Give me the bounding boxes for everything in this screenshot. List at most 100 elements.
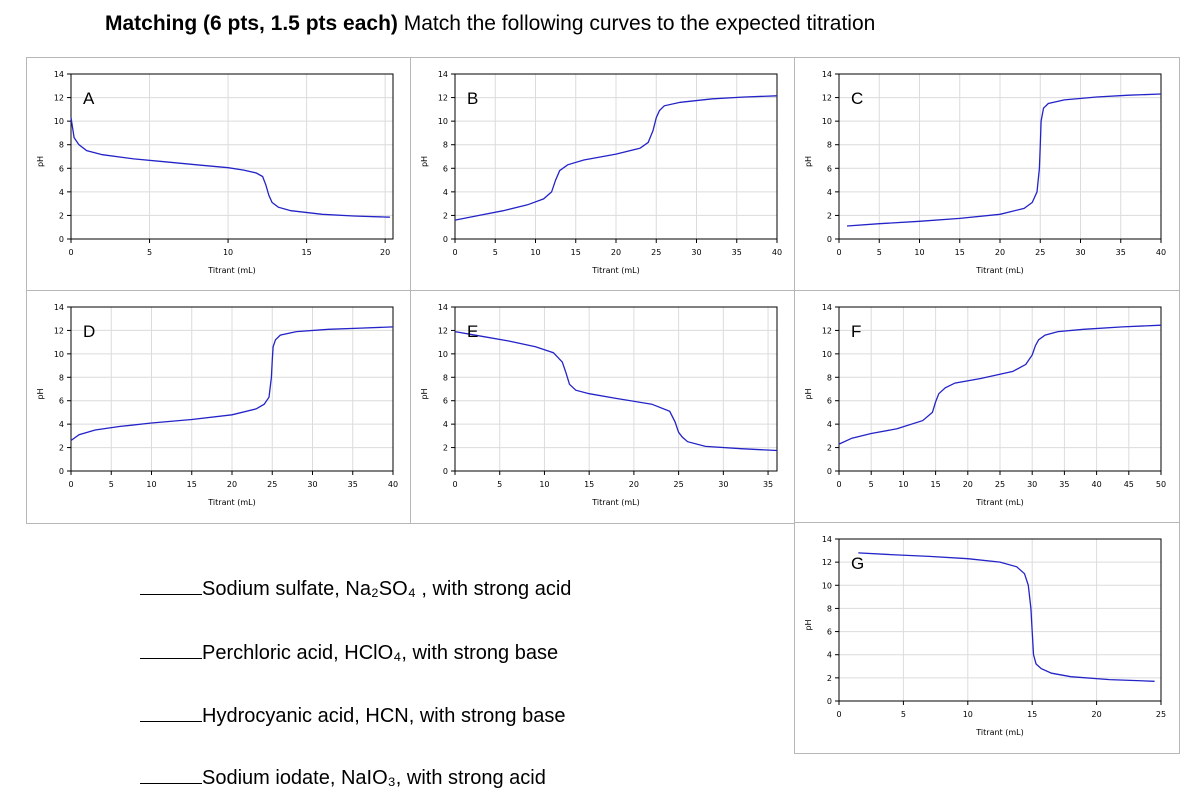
y-tick-label: 8 — [443, 141, 448, 150]
y-tick-label: 4 — [59, 420, 64, 429]
plot-area-a — [70, 73, 394, 240]
grid-a — [71, 74, 393, 239]
y-tick-label: 6 — [827, 397, 832, 406]
chart-panel-c: 0 2 4 6 8 10 12 14 0 5 10 15 20 25 30 35 40 Titrant (mL) p… — [794, 57, 1180, 292]
y-tick-label: 6 — [443, 164, 448, 173]
chart-letter-d: D — [83, 322, 95, 341]
x-axis-label: Titrant (mL) — [591, 498, 639, 507]
plot-border-g — [838, 538, 1162, 702]
y-tick-label: 14 — [438, 70, 448, 79]
x-tick-label: 5 — [901, 710, 906, 719]
answer-blank-3[interactable] — [140, 701, 202, 722]
chart-panel-d: 0 2 4 6 8 10 12 14 0 5 10 15 20 25 30 35 40 Titrant (mL) p… — [26, 290, 412, 524]
y-tick-label: 12 — [822, 558, 832, 567]
y-tick-label: 12 — [54, 326, 64, 335]
chart-letter-c: C — [851, 89, 863, 108]
x-tick-label: 5 — [493, 248, 498, 257]
chart-a: 0 2 4 6 8 10 12 14 0 5 10 15 20 Titrant (mL) pH A — [36, 70, 394, 275]
y-axis-label: pH — [804, 388, 813, 399]
answer-blank-1[interactable] — [140, 574, 202, 595]
chart-letter-e: E — [467, 322, 478, 341]
x-tick-label: 10 — [539, 480, 549, 489]
y-tick-label: 0 — [59, 467, 64, 476]
x-tick-label: 20 — [995, 248, 1005, 257]
x-tick-label: 25 — [674, 480, 684, 489]
titration-curve-g — [858, 552, 1155, 682]
x-tick-label: 35 — [1059, 480, 1069, 489]
grid-d — [71, 307, 393, 471]
y-tick-label: 6 — [827, 628, 832, 637]
chart-panel-g: 0 2 4 6 8 10 12 14 0 5 10 15 20 25 Titrant (mL) pH G — [794, 522, 1180, 754]
answer-blank-2[interactable] — [140, 638, 202, 659]
y-tick-label: 8 — [59, 141, 64, 150]
x-tick-label: 25 — [995, 480, 1005, 489]
y-tick-label: 4 — [827, 651, 832, 660]
plot-area-g — [838, 538, 1162, 702]
x-tick-label: 10 — [898, 480, 908, 489]
x-tick-label: 30 — [307, 480, 317, 489]
x-tick-label: 35 — [763, 480, 773, 489]
x-tick-label: 20 — [1092, 710, 1102, 719]
answer-blank-4[interactable] — [140, 763, 202, 784]
x-tick-label: 15 — [187, 480, 197, 489]
chart-e: 0 2 4 6 8 10 12 14 0 5 10 15 20 25 30 35 Titrant (mL) pH E — [420, 303, 778, 507]
y-axis-label: pH — [420, 388, 429, 399]
x-tick-label: 10 — [530, 248, 540, 257]
chart-letter-g: G — [851, 554, 864, 573]
grid-f — [839, 307, 1161, 471]
y-tick-label: 8 — [827, 604, 832, 613]
x-tick-label: 15 — [931, 480, 941, 489]
x-axis-label: Titrant (mL) — [975, 498, 1023, 507]
y-tick-label: 10 — [822, 581, 832, 590]
x-tick-label: 25 — [1156, 710, 1166, 719]
y-tick-label: 10 — [822, 350, 832, 359]
y-tick-label: 12 — [822, 94, 832, 103]
chart-panel-e: 0 2 4 6 8 10 12 14 0 5 10 15 20 25 30 35 Titrant (mL) pH E — [410, 290, 796, 524]
y-tick-label: 4 — [827, 420, 832, 429]
y-axis-label: pH — [804, 156, 813, 167]
x-tick-label: 30 — [718, 480, 728, 489]
match-item-4: Sodium iodate, NaIO₃, with strong acid — [140, 763, 546, 790]
match-text-4: Sodium iodate, NaIO₃, with strong acid — [202, 767, 546, 789]
x-tick-label: 0 — [836, 480, 841, 489]
x-tick-label: 0 — [836, 710, 841, 719]
match-text-2: Perchloric acid, HClO₄, with strong base — [202, 642, 559, 664]
y-tick-label: 8 — [827, 141, 832, 150]
y-tick-label: 4 — [443, 420, 448, 429]
x-tick-label: 15 — [1027, 710, 1037, 719]
y-tick-label: 10 — [438, 117, 448, 126]
y-tick-label: 10 — [822, 117, 832, 126]
match-item-2: Perchloric acid, HClO₄, with strong base — [140, 638, 558, 665]
x-tick-label: 15 — [584, 480, 594, 489]
titration-curve-d — [70, 326, 394, 442]
x-axis-label: Titrant (mL) — [591, 266, 639, 275]
y-axis-label: pH — [36, 388, 45, 399]
chart-panel-f: 0 2 4 6 8 10 12 14 0 5 10 15 20 25 30 35 40 45 50 Titrant (… — [794, 290, 1180, 524]
y-tick-label: 0 — [827, 697, 832, 706]
y-tick-label: 6 — [443, 397, 448, 406]
y-tick-label: 0 — [827, 467, 832, 476]
x-tick-label: 30 — [691, 248, 701, 257]
title-rest: Match the following curves to the expect… — [397, 12, 876, 35]
x-tick-label: 0 — [452, 248, 457, 257]
y-tick-label: 2 — [827, 674, 832, 683]
y-tick-label: 12 — [438, 94, 448, 103]
x-tick-label: 20 — [629, 480, 639, 489]
x-axis-label: Titrant (mL) — [975, 266, 1023, 275]
x-tick-label: 5 — [497, 480, 502, 489]
x-tick-label: 25 — [267, 480, 277, 489]
chart-d: 0 2 4 6 8 10 12 14 0 5 10 15 20 25 30 35 40 Titrant (mL) p… — [36, 303, 398, 507]
x-tick-label: 5 — [877, 248, 882, 257]
plot-area-e — [454, 306, 778, 472]
titration-curve-e — [454, 330, 778, 452]
y-tick-label: 4 — [443, 188, 448, 197]
y-axis-label: pH — [804, 619, 813, 630]
x-tick-label: 20 — [227, 480, 237, 489]
y-tick-label: 0 — [59, 235, 64, 244]
match-text-1: Sodium sulfate, Na₂SO₄ , with strong aci… — [202, 578, 572, 600]
x-axis-label: Titrant (mL) — [207, 498, 255, 507]
y-tick-label: 2 — [827, 211, 832, 220]
y-tick-label: 4 — [827, 188, 832, 197]
chart-letter-a: A — [83, 89, 95, 108]
y-axis-label: pH — [420, 156, 429, 167]
